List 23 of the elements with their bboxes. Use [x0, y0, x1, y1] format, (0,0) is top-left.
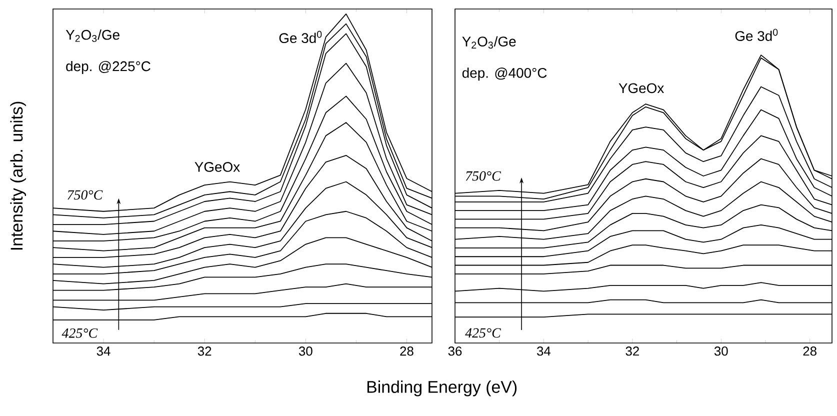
annotation: Y$_{2}$O$_{3}$/Ge	[66, 30, 120, 42]
annotation: Ge 3d$^{0}$	[279, 30, 322, 44]
annotation: dep. @225°C	[66, 60, 150, 74]
annotation: 750°C	[466, 171, 502, 181]
x-tick-label: 34	[96, 346, 110, 356]
x-tick-label: 34	[537, 346, 551, 356]
annotation: YGeOx	[194, 162, 240, 172]
annotation: 425°C	[62, 328, 98, 338]
annotation: 750°C	[68, 190, 103, 200]
x-tick-label: 30	[298, 346, 312, 356]
x-tick-label: 36	[448, 346, 462, 356]
text: Y$_{2}$O$_{3}$/Ge	[462, 36, 516, 49]
x-tick-label: 28	[400, 346, 414, 356]
x-tick-label: 32	[626, 346, 639, 356]
y-axis-title: Intensity (arb. units)	[10, 102, 26, 250]
x-axis-title: Binding Energy (eV)	[367, 380, 517, 396]
annotation: 425°C	[465, 328, 502, 338]
x-tick-label: 28	[803, 346, 816, 356]
annotation: dep. @400°C	[462, 68, 547, 81]
x-tick-label: 30	[714, 346, 728, 356]
x-tick-label: 32	[198, 346, 212, 356]
text: Ge 3d$^{0}$	[735, 28, 778, 41]
annotation: YGeOx	[618, 83, 664, 94]
